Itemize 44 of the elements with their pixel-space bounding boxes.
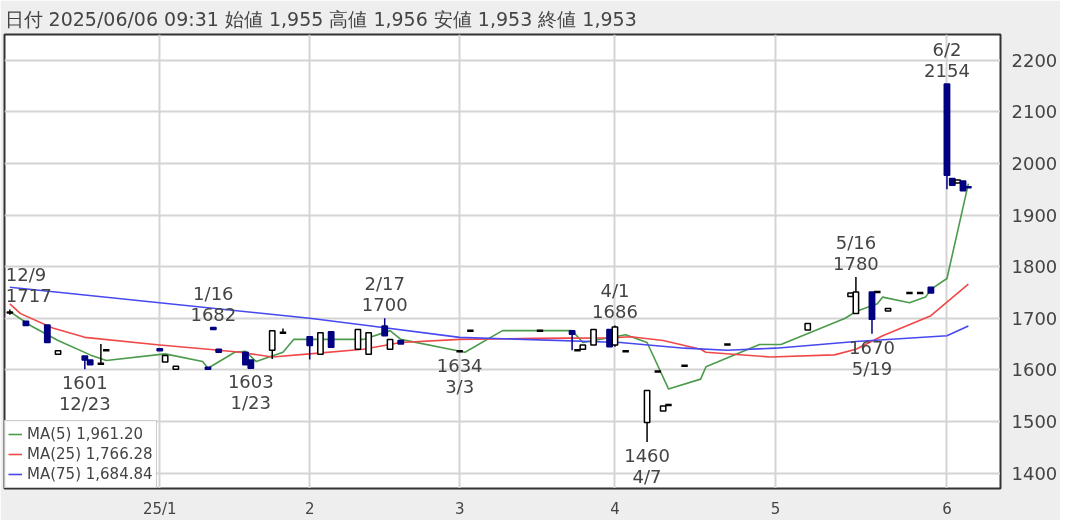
annotation: 6/2 2154: [924, 39, 970, 82]
candlestick: [96, 343, 106, 365]
candlestick: [680, 364, 690, 367]
y-tick-label: 1800: [1011, 256, 1058, 278]
x-tick-label: 2: [304, 499, 315, 518]
candlestick: [611, 324, 619, 348]
candlestick: [465, 329, 475, 332]
annotation: 2/17 1700: [361, 273, 408, 316]
candlestick: [306, 336, 314, 361]
annotation: 12/9 1717: [5, 264, 52, 307]
y-tick-label: 2100: [1011, 101, 1058, 123]
annotation: 1/16 1682: [190, 282, 237, 325]
x-tick-label: 3: [454, 499, 465, 518]
x-tick-label: 25/1: [142, 499, 177, 518]
annotation: 1460 4/7: [624, 445, 670, 488]
annotation: 1634 3/3: [436, 355, 483, 398]
candlestick: [268, 329, 276, 360]
y-tick-label: 1400: [1011, 462, 1058, 484]
candlestick: [535, 329, 545, 332]
y-tick-label: 1600: [1011, 359, 1058, 381]
annotation: 5/16 1780: [833, 231, 879, 274]
y-tick-label: 2200: [1011, 49, 1058, 71]
candlestick: [722, 343, 732, 346]
candlestick: [365, 331, 373, 356]
x-tick-label: 4: [610, 499, 620, 518]
annotation: 1670 5/19: [849, 336, 895, 379]
annotation: 1603 1/23: [227, 371, 274, 414]
candlestick: [621, 350, 631, 353]
candlestick: [317, 331, 324, 356]
legend-label: MA(75) 1,684.84: [27, 465, 153, 483]
y-tick-label: 1700: [1011, 307, 1058, 329]
legend-label: MA(25) 1,766.28: [27, 445, 153, 463]
candlestick: [354, 328, 362, 350]
annotation: 1601 12/23: [58, 372, 111, 415]
y-tick-label: 1500: [1011, 410, 1058, 432]
chart-title: 日付 2025/06/06 09:31 始値 1,955 高値 1,956 安値 1,953 終値 1,953: [4, 7, 637, 30]
y-tick-label: 1900: [1011, 204, 1058, 226]
y-tick-label: 2000: [1011, 152, 1058, 174]
candlestick: [568, 329, 576, 351]
legend-label: MA(5) 1,961.20: [27, 425, 144, 443]
x-tick-label: 5: [770, 499, 781, 518]
annotation: 4/1 1686: [592, 280, 638, 323]
x-tick-label: 6: [942, 499, 952, 518]
candlestick: [653, 370, 663, 373]
